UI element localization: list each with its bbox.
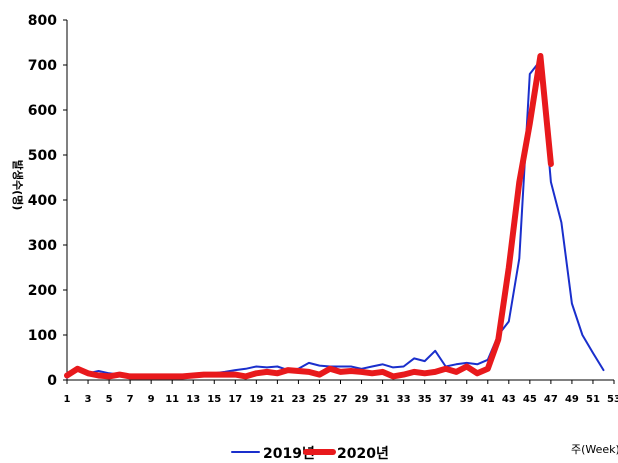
x-tick-label: 49 bbox=[565, 394, 579, 405]
x-tick-label: 33 bbox=[397, 394, 411, 405]
x-tick-label: 15 bbox=[207, 394, 221, 405]
y-tick-label: 800 bbox=[28, 13, 57, 29]
y-tick-label: 100 bbox=[28, 328, 57, 344]
legend-label-1: 2019년 bbox=[263, 446, 315, 462]
x-axis-ticks: 1 3 5 7 9 11 13 15 17 19 21 23 25 27 29 31 33 35 37 39 41 43 4… bbox=[64, 380, 618, 405]
x-tick-label: 19 bbox=[249, 394, 263, 405]
y-axis-label: 발생수(명) bbox=[11, 160, 25, 211]
series-line-2 bbox=[64, 53, 554, 380]
x-tick-label: 39 bbox=[460, 394, 474, 405]
series-layer bbox=[64, 53, 605, 380]
x-tick-label: 13 bbox=[186, 394, 200, 405]
x-tick-label: 25 bbox=[313, 394, 327, 405]
x-tick-label: 7 bbox=[127, 394, 134, 405]
x-tick-label: 3 bbox=[85, 394, 92, 405]
y-tick-label: 200 bbox=[28, 283, 57, 299]
x-axis-label: 주(Week) bbox=[571, 443, 618, 456]
legend: 2019년 2020년 bbox=[231, 446, 389, 462]
x-tick-label: 27 bbox=[334, 394, 348, 405]
y-tick-label: 500 bbox=[28, 148, 57, 164]
x-tick-label: 1 bbox=[64, 394, 71, 405]
x-tick-label: 37 bbox=[439, 394, 453, 405]
x-tick-label: 11 bbox=[165, 394, 179, 405]
x-tick-label: 45 bbox=[523, 394, 537, 405]
x-tick-label: 35 bbox=[418, 394, 432, 405]
y-tick-label: 700 bbox=[28, 58, 57, 74]
x-tick-label: 17 bbox=[228, 394, 242, 405]
y-tick-label: 400 bbox=[28, 193, 57, 209]
x-tick-label: 9 bbox=[148, 394, 155, 405]
series-line-1 bbox=[66, 59, 605, 379]
x-tick-label: 53 bbox=[607, 394, 618, 405]
y-tick-label: 0 bbox=[47, 373, 57, 389]
y-tick-label: 600 bbox=[28, 103, 57, 119]
x-tick-label: 23 bbox=[291, 394, 305, 405]
x-tick-label: 21 bbox=[270, 394, 284, 405]
x-tick-label: 41 bbox=[481, 394, 495, 405]
x-tick-label: 51 bbox=[586, 394, 600, 405]
x-tick-label: 5 bbox=[106, 394, 113, 405]
x-tick-label: 47 bbox=[544, 394, 558, 405]
x-tick-label: 31 bbox=[376, 394, 390, 405]
y-tick-label: 300 bbox=[28, 238, 57, 254]
x-tick-label: 43 bbox=[502, 394, 516, 405]
legend-label-2: 2020년 bbox=[337, 446, 389, 462]
y-axis-ticks: 0 100 200 300 400 500 600 700 800 bbox=[28, 13, 67, 389]
axes bbox=[66, 20, 614, 381]
x-tick-label: 29 bbox=[355, 394, 369, 405]
